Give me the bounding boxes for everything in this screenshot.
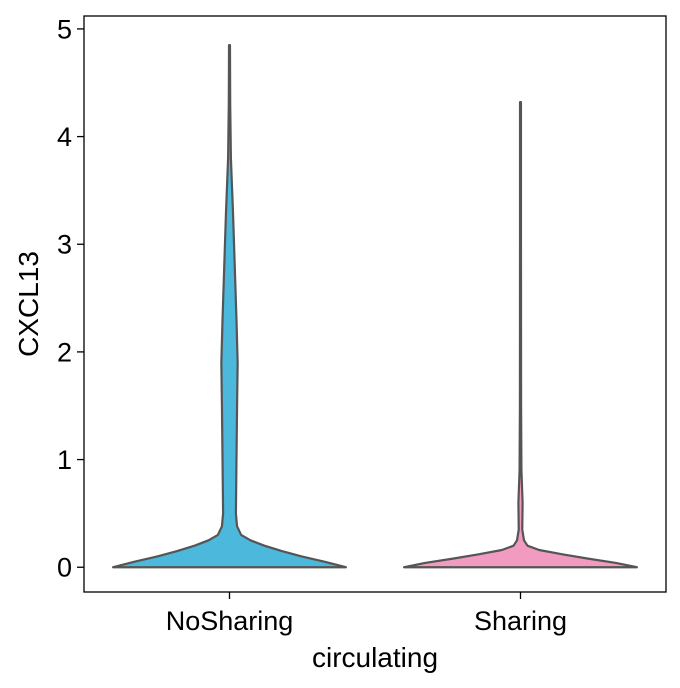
- y-tick-label: 5: [57, 14, 72, 44]
- y-axis: 0 1 2 3 4 5: [57, 14, 84, 583]
- x-tick-label: NoSharing: [166, 606, 294, 636]
- x-tick-label: Sharing: [474, 606, 567, 636]
- y-tick-label: 4: [57, 122, 72, 152]
- plot-frame: [83, 15, 667, 593]
- x-axis: NoSharing Sharing: [166, 592, 567, 636]
- violin-nosharing: [112, 43, 347, 569]
- y-tick-label: 0: [57, 553, 72, 583]
- violin-sharing: [403, 101, 638, 569]
- y-tick-label: 1: [57, 445, 72, 475]
- x-axis-label: circulating: [312, 642, 438, 673]
- violin-layer: [112, 43, 638, 569]
- y-axis-label: CXCL13: [13, 251, 44, 357]
- y-tick-label: 3: [57, 230, 72, 260]
- y-tick-label: 2: [57, 337, 72, 367]
